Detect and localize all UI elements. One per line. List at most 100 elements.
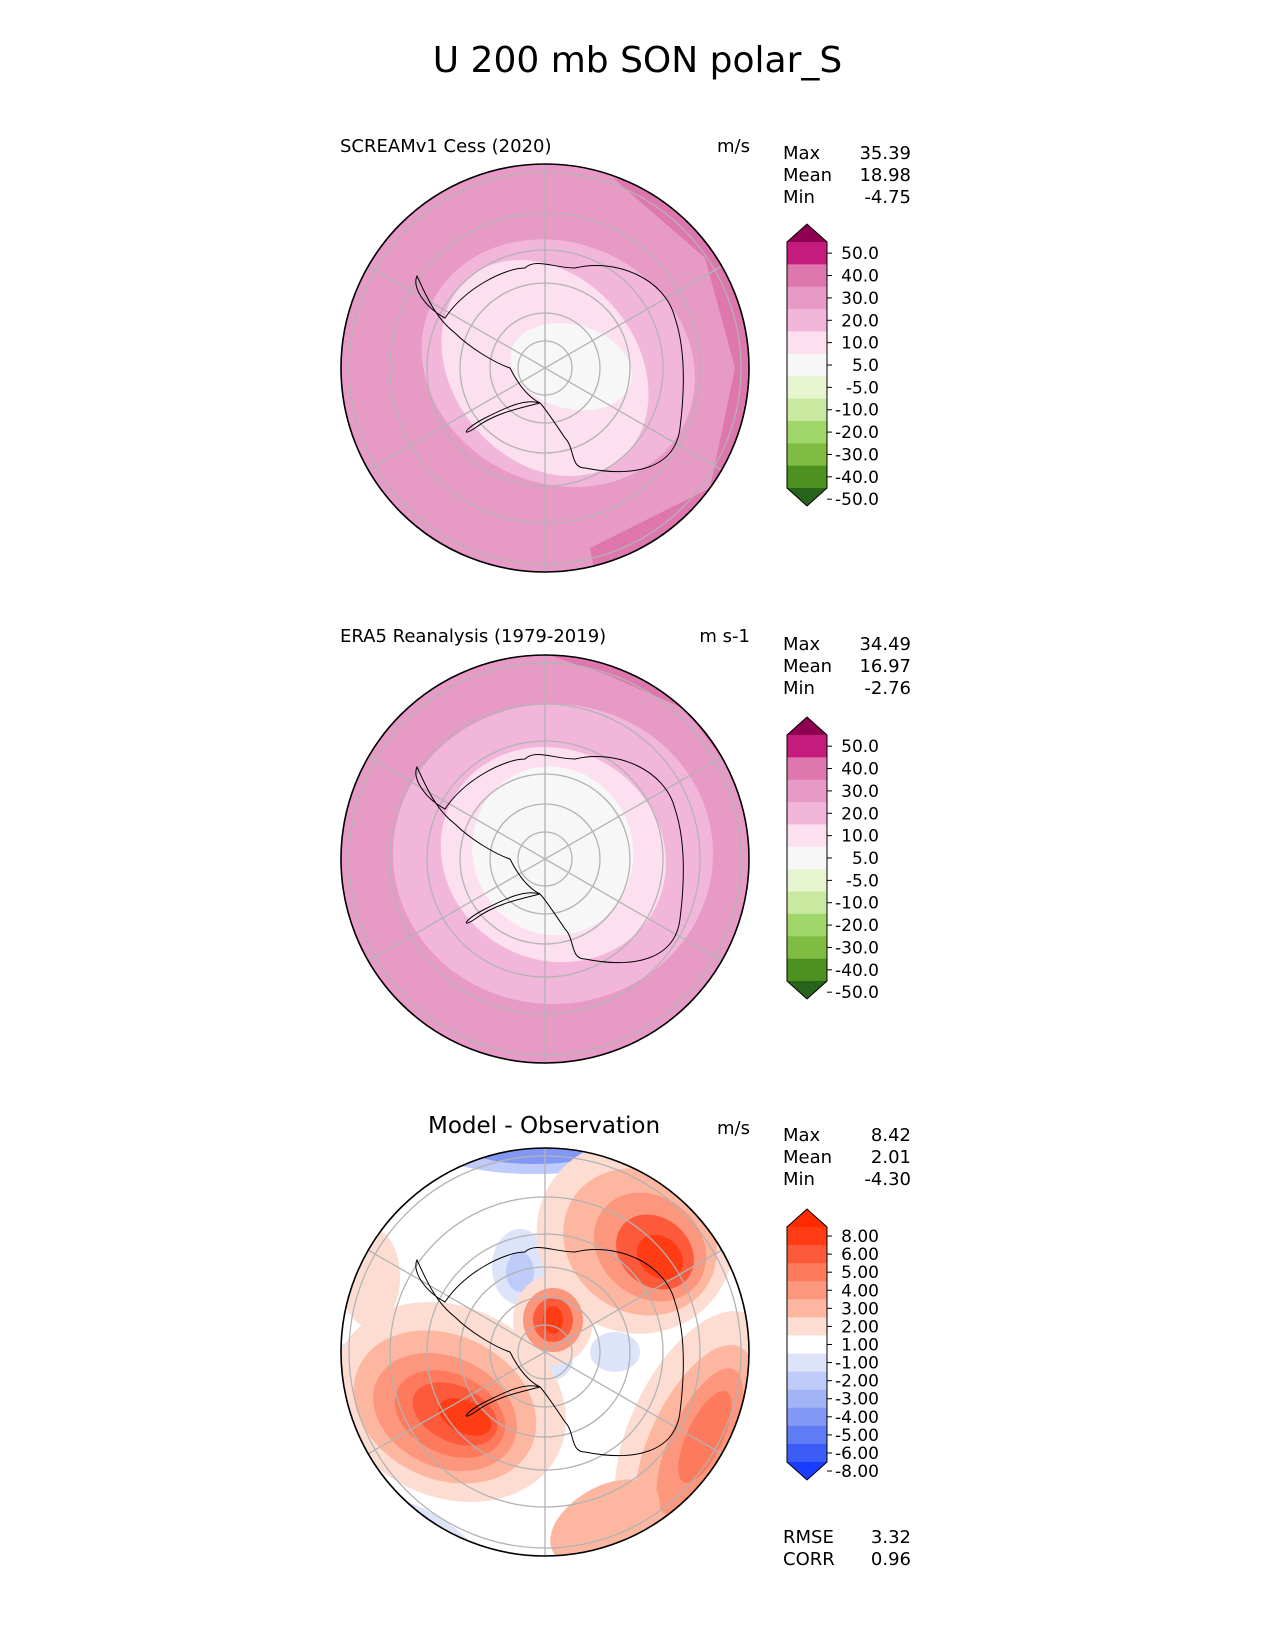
ice-shelf-outline	[465, 401, 541, 433]
panel-1-stats: Max 35.39 Mean 18.98 Min -4.75	[783, 143, 911, 209]
panel-3-stats: Max 8.42 Mean 2.01 Min -4.30	[783, 1125, 911, 1191]
colorbar-tick-label: -50.0	[835, 983, 879, 1003]
panel-2-title: ERA5 Reanalysis (1979-2019)	[340, 626, 607, 647]
stat-min-value: -2.76	[864, 678, 911, 699]
colorbar-tick-label: -5.0	[846, 378, 879, 398]
stat-max-label: Max	[783, 143, 821, 164]
stat-mean-value: 16.97	[859, 656, 911, 677]
colorbar-tick-label: 50.0	[841, 244, 879, 264]
pos-blob-ne-5	[636, 1234, 684, 1280]
contour-band-lt5	[510, 323, 633, 411]
colorbar-tick-label: -10.0	[835, 401, 879, 421]
stat-min-label: Min	[783, 678, 815, 699]
colorbar-segment	[787, 1263, 827, 1282]
map-boundary	[340, 163, 750, 573]
map-boundary	[340, 1147, 750, 1557]
stat-min-value: -4.30	[864, 1169, 911, 1190]
colorbar-tick-label: 5.0	[852, 849, 879, 869]
colorbar-tick-label: 1.00	[841, 1336, 879, 1356]
figure-title: U 200 mb SON polar_S	[432, 40, 843, 81]
stat-mean-label: Mean	[783, 656, 833, 677]
stat-max-value: 34.49	[859, 634, 911, 655]
panel-2-colorbar: 50.0 40.030.020.0 10.05.0-5.0 -10.0-20.0-30…	[786, 716, 879, 1003]
coastline	[415, 263, 684, 473]
meridian	[367, 756, 723, 962]
colorbar-segment	[787, 1443, 827, 1463]
graticule	[348, 654, 742, 1064]
stat-max-value: 35.39	[859, 143, 911, 164]
colorbar-tick-label: 40.0	[841, 760, 879, 780]
colorbar-tick-label: 5.00	[841, 1263, 879, 1283]
colorbar-segment	[787, 1335, 827, 1355]
panel-3-colorbar: 8.006.005.004.003.002.001.00-1.00-2.00-3…	[786, 1208, 879, 1482]
panel-3-units: m/s	[717, 1118, 750, 1139]
panel-1-map	[340, 163, 750, 573]
graticule	[348, 163, 742, 573]
pos-blob-nw	[341, 1227, 400, 1327]
stat-mean-value: 18.98	[859, 165, 911, 186]
neg-blob-top-core	[475, 1148, 595, 1164]
pos-blob-w-6	[438, 1398, 492, 1436]
colorbar-tick-label: -8.00	[835, 1462, 879, 1482]
neg-blob-east	[590, 1332, 640, 1372]
colorbar-segment	[787, 1281, 827, 1300]
colorbar-tick-label: -20.0	[835, 916, 879, 936]
colorbar-segment	[787, 802, 827, 825]
stat-mean-label: Mean	[783, 165, 833, 186]
map-boundary	[340, 654, 750, 1064]
colorbar-segment	[787, 824, 827, 848]
stat-min-label: Min	[783, 1169, 815, 1190]
colorbar-extend-top	[787, 1209, 827, 1227]
colorbar-segment	[787, 309, 827, 332]
ice-shelf-outline	[465, 1385, 541, 1417]
corr-label: CORR	[783, 1549, 835, 1570]
colorbar-tick-label: -5.0	[846, 871, 879, 891]
colorbar-extend-bottom	[787, 488, 827, 506]
colorbar-segment	[787, 420, 827, 444]
stat-mean-value: 2.01	[870, 1147, 911, 1168]
colorbar-segment	[787, 891, 827, 915]
colorbar-segment	[787, 286, 827, 310]
colorbar-tick-label: -5.00	[835, 1426, 879, 1446]
colorbar-segment	[787, 264, 827, 288]
colorbar-extend-top	[787, 717, 827, 735]
colorbar-segment	[787, 465, 827, 489]
panel-1-colorbar: 50.0 40.030.020.0 10.05.0-5.0 -10.0-20.0-30…	[786, 223, 879, 510]
rmse-value: 3.32	[870, 1527, 911, 1548]
corr-value: 0.96	[870, 1549, 911, 1570]
ice-shelf-outline	[465, 892, 541, 924]
stat-max-label: Max	[783, 634, 821, 655]
panel-2-stats: Max 34.49 Mean 16.97 Min -2.76	[783, 634, 911, 700]
panel-2-map	[340, 654, 750, 1064]
panel-3-map	[340, 1147, 750, 1557]
colorbar-tick-label: -6.00	[835, 1444, 879, 1464]
colorbar-tick-label: -2.00	[835, 1372, 879, 1392]
colorbar-outline	[786, 716, 828, 1000]
stat-max-label: Max	[783, 1125, 821, 1146]
colorbar-tick-label: 2.00	[841, 1317, 879, 1337]
colorbar-tick-label: 20.0	[841, 804, 879, 824]
colorbar-segment	[787, 1371, 827, 1391]
colorbar-segment	[787, 376, 827, 400]
panel-2-units: m s-1	[699, 626, 750, 647]
colorbar-segment	[787, 757, 827, 781]
colorbar-segment	[787, 1407, 827, 1427]
rmse-label: RMSE	[783, 1527, 834, 1548]
colorbar-segment	[787, 846, 827, 870]
colorbar-segment	[787, 353, 827, 377]
colorbar-extend-bottom	[787, 981, 827, 999]
colorbar-tick-label: -30.0	[835, 938, 879, 958]
colorbar-segment	[787, 913, 827, 937]
colorbar-segment	[787, 779, 827, 803]
colorbar-tick-label: -50.0	[835, 490, 879, 510]
panel-3-skill-scores: RMSE 3.32 CORR 0.96	[783, 1527, 911, 1571]
panel-1-title: SCREAMv1 Cess (2020)	[340, 136, 552, 157]
neg-blob-center-core	[506, 1252, 534, 1292]
colorbar-tick-label: 30.0	[841, 782, 879, 802]
meridian	[367, 265, 723, 471]
colorbar-segment	[787, 1245, 827, 1264]
colorbar-segment	[787, 958, 827, 982]
colorbar-extend-bottom	[787, 1462, 827, 1480]
colorbar-tick-label: 4.00	[841, 1281, 879, 1301]
colorbar-tick-label: 40.0	[841, 267, 879, 287]
